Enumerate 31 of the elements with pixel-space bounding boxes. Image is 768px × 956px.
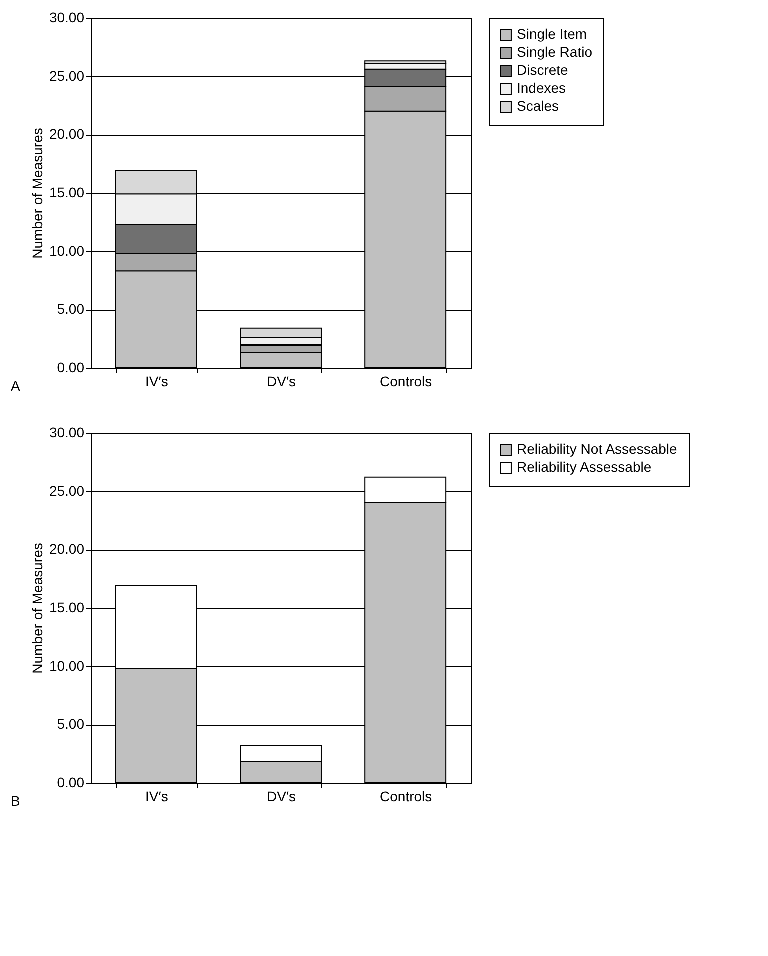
x-tick-label: Controls <box>380 788 432 804</box>
y-axis-title: Number of Measures <box>29 543 46 674</box>
y-tick-label: 5.00 <box>57 301 85 318</box>
legend-label: Reliability Not Assessable <box>517 441 678 457</box>
legend-label: Discrete <box>517 62 569 78</box>
x-tick-label: IV′s <box>145 788 168 804</box>
legend-label: Single Ratio <box>517 44 593 60</box>
x-tick-label: IV′s <box>145 374 168 390</box>
legend-label: Reliability Assessable <box>517 459 652 475</box>
y-tick-label: 30.00 <box>49 424 85 440</box>
y-tick-label: 10.00 <box>49 658 85 674</box>
y-tick-label: 15.00 <box>49 184 85 200</box>
text: B <box>11 793 20 809</box>
x-tick-label: DV′s <box>266 788 296 804</box>
legend-label: Scales <box>517 98 560 114</box>
text: A <box>11 378 21 394</box>
legend-label: Single Item <box>517 26 588 42</box>
y-tick-label: 30.00 <box>49 10 85 26</box>
y-tick-label: 20.00 <box>49 126 85 142</box>
y-tick-label: 0.00 <box>57 360 85 376</box>
y-tick-label: 10.00 <box>49 242 85 259</box>
y-tick-label: 25.00 <box>49 68 85 84</box>
y-tick-label: 15.00 <box>49 600 85 616</box>
x-tick-label: DV′s <box>266 374 296 390</box>
y-tick-label: 0.00 <box>57 774 85 790</box>
y-tick-label: 20.00 <box>49 541 85 558</box>
legend-label: Indexes <box>517 80 566 96</box>
y-axis-title: Number of Measures <box>29 128 46 259</box>
x-tick-label: Controls <box>380 374 432 390</box>
y-tick-label: 25.00 <box>49 482 85 499</box>
y-tick-label: 5.00 <box>57 716 85 732</box>
